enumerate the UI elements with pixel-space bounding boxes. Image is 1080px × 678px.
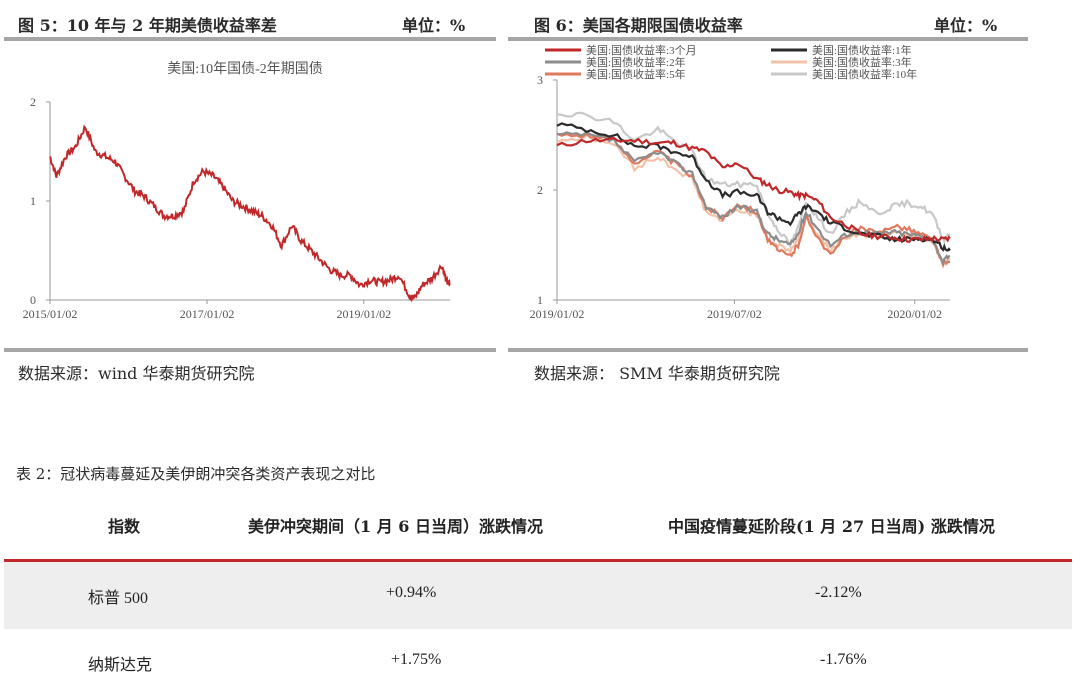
chart5-xtick-label: 2019/01/02	[337, 307, 392, 321]
header-index: 指数	[108, 517, 141, 536]
header-china-epidemic: 中国疫情蔓延阶段(1 月 27 日当周) 涨跌情况	[668, 517, 995, 536]
chart5-ytick-label: 2	[30, 95, 36, 109]
fig6-title: 图 6：美国各期限国债收益率	[534, 16, 743, 35]
fig6-unit: 单位：%	[934, 16, 998, 35]
chart6-legend-label: 美国:国债收益率:3年	[812, 55, 912, 69]
row1-index: 标普 500	[88, 590, 149, 607]
chart5-ytick-label: 0	[30, 293, 36, 307]
row2-iran-change: +1.75%	[391, 651, 442, 668]
fig5-source: 数据来源：wind 华泰期货研究院	[18, 364, 255, 383]
chart6-series-line-4	[556, 132, 951, 268]
chart5-series-line	[49, 124, 451, 303]
fig6-bottom-rule	[508, 348, 1028, 352]
row1-china-change: -2.12%	[815, 584, 862, 601]
fig6-source: 数据来源： SMM 华泰期货研究院	[534, 364, 780, 383]
fig6-top-rule	[508, 37, 1028, 41]
chart6-legend-label: 美国:国债收益率:1年	[812, 43, 912, 57]
fig5-bottom-rule	[4, 348, 496, 352]
header-iran-conflict: 美伊冲突期间（1 月 6 日当周）涨跌情况	[248, 517, 543, 536]
fig5-unit: 单位：%	[402, 16, 466, 35]
chart6-series-line-2	[556, 131, 951, 267]
chart6-xtick-label: 2019/07/02	[707, 307, 762, 321]
row1-iran-change: +0.94%	[386, 584, 437, 601]
fig5-title: 图 5：10 年与 2 年期美债收益率差	[18, 16, 277, 35]
chart6-ytick-label: 3	[537, 73, 543, 87]
row2-index: 纳斯达克	[88, 657, 153, 674]
chart6-legend-label: 美国:国债收益率:2年	[586, 55, 686, 69]
chart6-legend-label: 美国:国债收益率:10年	[812, 67, 917, 81]
chart6-series-line-0	[556, 136, 951, 244]
chart5-xtick-label: 2017/01/02	[180, 307, 235, 321]
table-row-shade	[4, 562, 1072, 629]
chart6-series-line-3	[556, 134, 951, 270]
table-title: 表 2：冠状病毒蔓延及美伊朗冲突各类资产表现之对比	[16, 465, 376, 483]
chart6-legend-label: 美国:国债收益率:5年	[586, 67, 686, 81]
chart6-ytick-label: 2	[537, 183, 543, 197]
chart5-ytick-label: 1	[30, 194, 36, 208]
chart6-series-line-5	[556, 111, 951, 250]
chart5-xtick-label: 2015/01/02	[23, 307, 78, 321]
row2-china-change: -1.76%	[820, 651, 867, 668]
chart6-legend-label: 美国:国债收益率:3个月	[586, 43, 697, 57]
table-header-rule	[4, 559, 1072, 562]
chart6-ytick-label: 1	[537, 293, 543, 307]
spread-chart: 美国:10年国债-2年期国债 0 1 2 2015/01/02 2017/01/02 201…	[23, 61, 451, 321]
chart6-xtick-label: 2020/01/02	[887, 307, 942, 321]
chart6-xtick-label: 2019/01/02	[530, 307, 585, 321]
fig5-top-rule	[4, 37, 496, 41]
chart5-title: 美国:10年国债-2年期国债	[167, 61, 323, 77]
